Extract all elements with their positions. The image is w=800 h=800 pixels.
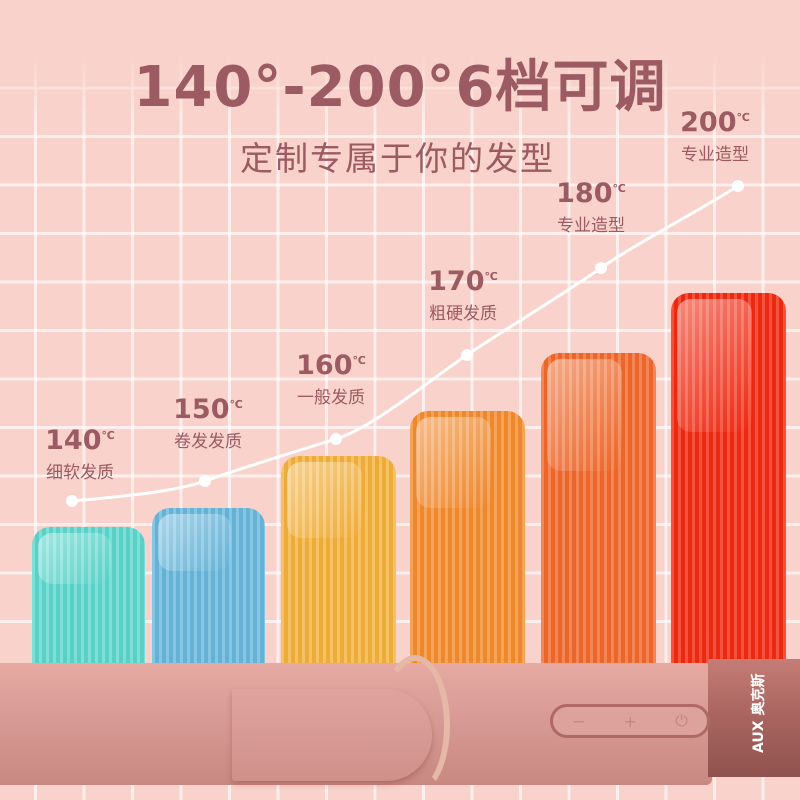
label-140: 140℃ 细软发质 (45, 425, 115, 483)
point-150 (199, 475, 211, 487)
point-180 (595, 262, 607, 274)
bar-150 (152, 508, 265, 672)
iron-end-cap (708, 659, 800, 777)
bar-170 (410, 411, 525, 672)
plus-icon[interactable]: + (623, 711, 638, 731)
bar-200 (671, 293, 786, 672)
curling-iron: − + ⏻ AUX 奥克斯 (0, 655, 800, 800)
bar-140 (32, 527, 145, 672)
iron-clamp (232, 689, 432, 781)
label-160: 160℃ 一般发质 (296, 350, 366, 408)
control-buttons: − + ⏻ (550, 704, 710, 738)
clamp-hinge (380, 655, 450, 795)
brand-logo: AUX 奥克斯 (751, 673, 767, 753)
label-180: 180℃ 专业造型 (556, 178, 626, 236)
label-150: 150℃ 卷发发质 (173, 394, 243, 452)
label-170: 170℃ 粗硬发质 (428, 266, 498, 324)
label-200: 200℃ 专业造型 (680, 107, 750, 165)
bar-180 (541, 353, 656, 672)
point-160 (330, 433, 342, 445)
point-200 (732, 180, 744, 192)
point-140 (66, 495, 78, 507)
minus-icon[interactable]: − (572, 711, 586, 731)
subheadline: 定制专属于你的发型 (240, 139, 555, 178)
power-icon[interactable]: ⏻ (675, 711, 688, 730)
point-170 (461, 349, 473, 361)
headline: 140°-200°6档可调 (133, 55, 667, 120)
bar-160 (281, 456, 396, 672)
header-fade (0, 0, 800, 130)
